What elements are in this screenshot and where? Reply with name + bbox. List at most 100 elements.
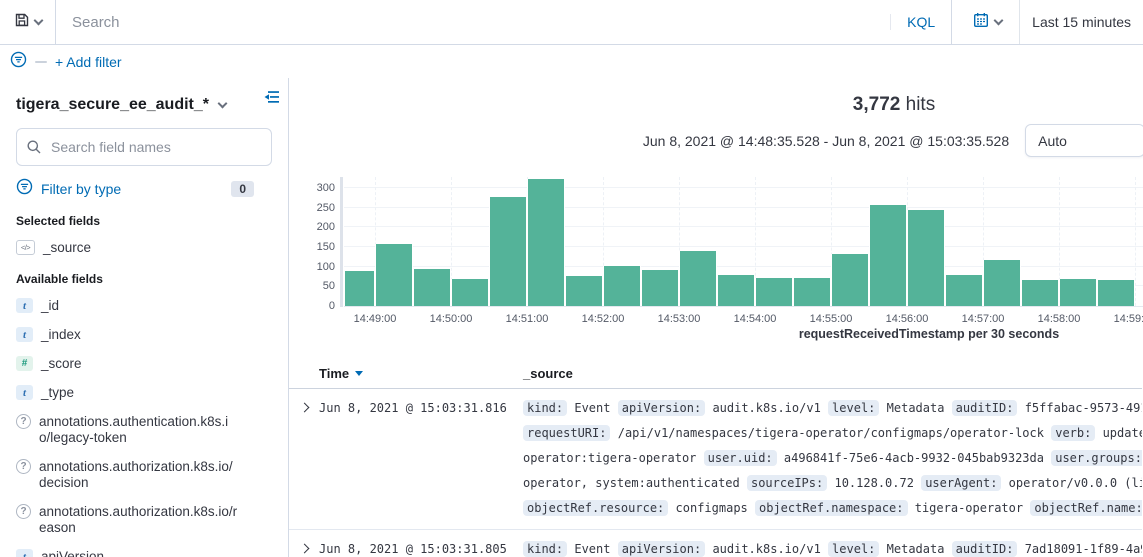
histogram-bar-14:52:00[interactable] [603, 266, 641, 306]
histogram-bar-14:49:00[interactable] [375, 244, 413, 306]
collapse-sidebar-icon[interactable] [263, 90, 280, 109]
field-item-_score[interactable]: # _score [16, 356, 272, 372]
histogram-bar-14:57:00[interactable] [983, 260, 1021, 306]
hits-count: 3,772 [852, 94, 901, 115]
x-tick-label: 14:55:00 [809, 313, 853, 325]
field-key-badge: kind: [523, 400, 568, 416]
add-filter-button[interactable]: + Add filter [55, 53, 122, 70]
sort-desc-icon [355, 371, 364, 376]
field-key-badge: objectRef.name: [1030, 500, 1142, 516]
chevron-down-icon [993, 15, 1004, 25]
save-query-button[interactable] [0, 0, 56, 44]
y-tick-label: 300 [316, 182, 335, 194]
filter-circle-icon[interactable] [10, 51, 27, 73]
v-gridline [983, 177, 984, 306]
x-axis-title: requestReceivedTimestamp per 30 seconds [798, 327, 1060, 341]
histogram-bar-14:51:30[interactable] [565, 276, 603, 306]
calendar-icon [973, 12, 989, 33]
field-key-badge: apiVersion: [617, 541, 706, 557]
table-row: Jun 8, 2021 @ 15:03:31.816 kind: Event ap… [289, 389, 1142, 530]
histogram-bar-14:58:30[interactable] [1097, 280, 1135, 306]
histogram-bar-14:52:30[interactable] [641, 270, 679, 306]
histogram-bar-14:58:00[interactable] [1059, 279, 1097, 306]
field-item-_source[interactable]: </> _source [16, 240, 272, 256]
field-item-_id[interactable]: t _id [16, 298, 272, 314]
y-tick-label: 100 [316, 261, 335, 273]
histogram-bar-14:50:30[interactable] [489, 197, 527, 306]
filter-count-badge: 0 [231, 181, 254, 197]
field-search-input[interactable] [16, 128, 272, 166]
x-tick-label: 14:50:00 [429, 313, 473, 325]
query-bar: KQL Last 15 minutes [0, 0, 1143, 45]
field-key-badge: objectRef.namespace: [755, 500, 908, 516]
source-line: kind: Event apiVersion: audit.k8s.io/v1 … [523, 396, 1142, 421]
time-column-label: Time [319, 366, 350, 381]
x-tick-label: 14:52:00 [581, 313, 625, 325]
field-item-_type[interactable]: t _type [16, 385, 272, 401]
selected-fields-list: </> _source [16, 240, 272, 256]
field-item-annotations.authorization.k8s.io/reason[interactable]: ? annotations.authorization.k8s.io/reason [16, 504, 272, 536]
string-type-icon: t [16, 298, 33, 313]
y-axis-line [340, 177, 343, 307]
histogram-bar-14:55:00[interactable] [831, 254, 869, 306]
datepicker-quick-menu-button[interactable] [956, 0, 1021, 44]
histogram-bar-14:57:30[interactable] [1021, 280, 1059, 306]
histogram-bar-14:48:30[interactable] [344, 271, 375, 306]
histogram-bar-14:49:30[interactable] [413, 269, 451, 306]
row-timestamp: Jun 8, 2021 @ 15:03:31.816 [319, 401, 507, 415]
field-name: _score [41, 356, 82, 371]
expand-row-button[interactable] [289, 537, 319, 554]
hits-count-row: 3,772 hits [289, 94, 1143, 116]
available-fields-heading: Available fields [16, 272, 103, 286]
histogram-bar-14:54:00[interactable] [755, 278, 793, 306]
field-item-_index[interactable]: t _index [16, 327, 272, 343]
source-line: objectRef.resource: configmaps objectRef… [523, 496, 1142, 521]
field-item-annotations.authorization.k8s.io/decision[interactable]: ? annotations.authorization.k8s.io/decisi… [16, 459, 272, 491]
x-tick-label: 14:59:00 [1113, 313, 1143, 325]
expand-row-button[interactable] [289, 396, 319, 413]
histogram-bar-14:53:00[interactable] [679, 251, 717, 306]
v-gridline [679, 177, 680, 306]
field-name: _index [41, 327, 81, 342]
field-item-annotations.authentication.k8s.io/legacy-token[interactable]: ? annotations.authentication.k8s.io/legac… [16, 414, 272, 446]
filter-by-type-button[interactable]: Filter by type 0 [16, 178, 272, 200]
histogram-bar-14:56:30[interactable] [945, 275, 983, 306]
x-tick-label: 14:53:00 [657, 313, 701, 325]
field-item-apiVersion[interactable]: t apiVersion [16, 549, 272, 557]
histogram-bar-14:50:00[interactable] [451, 279, 489, 306]
source-line: kind: Event apiVersion: audit.k8s.io/v1 … [523, 537, 1142, 557]
field-key-badge: auditID: [951, 400, 1018, 416]
histogram-bar-14:54:30[interactable] [793, 278, 831, 306]
table-rows: Jun 8, 2021 @ 15:03:31.816 kind: Event ap… [289, 389, 1142, 557]
h-gridline [344, 246, 1143, 247]
time-range-button[interactable]: Last 15 minutes [1032, 14, 1131, 30]
search-input[interactable] [56, 13, 891, 31]
chevron-right-icon [299, 543, 309, 554]
chevron-down-icon [217, 98, 228, 108]
x-tick-label: 14:54:00 [733, 313, 777, 325]
filter-by-type-label: Filter by type [41, 181, 122, 197]
field-key-badge: level: [828, 541, 880, 557]
field-key-badge: apiVersion: [617, 400, 706, 416]
document-table: Time _source Jun 8, 2021 @ 15:03:31.816 k… [289, 359, 1142, 557]
y-tick-label: 150 [316, 241, 335, 253]
histogram-bar-14:55:30[interactable] [869, 205, 907, 306]
source-type-icon: </> [16, 240, 35, 255]
interval-select[interactable]: Auto [1025, 124, 1143, 157]
kql-syntax-button[interactable]: KQL [890, 14, 951, 30]
save-icon [14, 12, 30, 33]
search-icon [26, 139, 42, 160]
field-key-badge: level: [828, 400, 880, 416]
field-name: annotations.authorization.k8s.io/reason [39, 504, 238, 535]
histogram-bar-14:51:00[interactable] [527, 179, 565, 306]
histogram-bar-14:53:30[interactable] [717, 275, 755, 306]
index-pattern-switcher[interactable]: tigera_secure_ee_audit_* [16, 96, 228, 114]
y-tick-label: 250 [316, 202, 335, 214]
histogram-bar-14:56:00[interactable] [907, 210, 945, 306]
unknown-type-icon: ? [16, 459, 31, 474]
field-key-badge: user.uid: [703, 450, 777, 466]
string-type-icon: t [16, 549, 33, 557]
field-key-badge: user.groups: [1051, 450, 1142, 466]
time-column-sort[interactable]: Time [319, 366, 523, 381]
field-name: apiVersion [41, 549, 105, 557]
